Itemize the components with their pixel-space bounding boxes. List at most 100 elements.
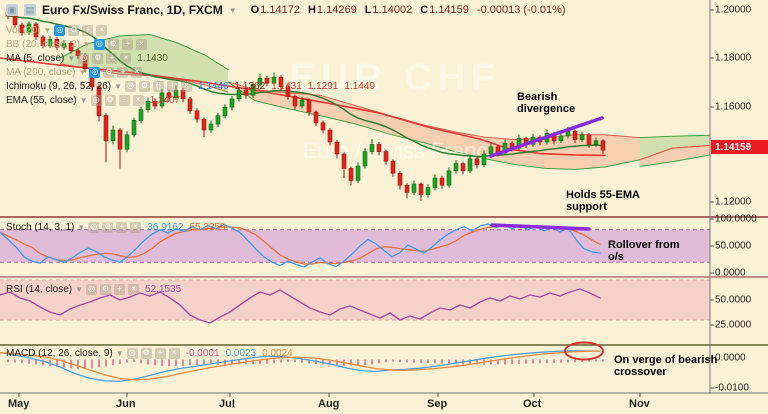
candle-body [439,177,445,186]
eye-icon[interactable]: ◎ [54,24,66,36]
indicator-bb-label[interactable]: BB (20, close, 2) [6,38,80,50]
gear-icon[interactable]: ⚙ [140,347,152,359]
plus-icon[interactable]: + [154,347,166,359]
eye-icon[interactable]: ◎ [93,38,105,50]
indicator-macd-label[interactable]: MACD (12, 26, close, 9) [6,347,113,359]
gear-icon[interactable]: ⚙ [138,80,150,92]
plus-icon[interactable]: + [118,94,130,106]
indicator-ichimoku-value: 1.1362 [234,80,266,92]
candle-body [194,110,200,120]
ma200-line [0,57,606,157]
eye-icon[interactable]: ◎ [88,221,100,233]
chevron-down-icon[interactable]: ▼ [43,25,52,35]
indicator-vol-label[interactable]: Vol (20) [6,24,41,36]
trendline-bearish-divergence[interactable] [489,116,604,158]
chevron-down-icon[interactable]: ▼ [79,95,88,105]
candle-body [481,153,487,166]
plus-icon[interactable]: + [114,283,126,295]
indicator-ma-label[interactable]: MA (200, close) [6,66,76,78]
indicator-ma-label[interactable]: MA (5, close) [6,52,65,64]
chevron-down-icon[interactable]: ▼ [115,348,124,358]
ellipse-macd-crossover[interactable] [564,341,604,361]
stoch-band [0,229,710,263]
chevron-down-icon[interactable]: ▼ [75,284,84,294]
snapshot-icon[interactable]: ▣ [6,4,18,16]
gear-icon[interactable]: ⚙ [100,283,112,295]
eye-icon[interactable]: ◎ [86,283,98,295]
ichimoku-cloud-red-future-top-border [639,144,711,161]
indicator-ma-row: MA (200, close) ▼ ◎ ⚙ + × [6,66,143,78]
plus-icon[interactable]: + [166,80,178,92]
compare-icon[interactable]: ▤ [24,4,36,16]
plus-icon[interactable]: + [116,221,128,233]
indicator-stoch-value: 55.3359 [189,221,226,233]
eye-icon[interactable]: ◎ [124,80,136,92]
eye-icon[interactable]: ◎ [90,94,102,106]
candle-body [208,123,214,131]
indicator-rsi-row: RSI (14, close) ▼ ◎ ⚙ + × 52.1535 [6,283,181,295]
close-icon[interactable]: × [132,94,144,106]
indicator-ichimoku-row: Ichimoku (9, 26, 52, 26) ▼ ◎ ⚙{} + × 1.1446 1.1… [6,80,375,92]
close-icon[interactable]: × [135,38,147,50]
gear-icon[interactable]: ⚙ [103,66,115,78]
indicator-ema-label[interactable]: EMA (55, close) [6,94,77,106]
plus-icon[interactable]: + [106,52,118,64]
indicator-ichimoku-label[interactable]: Ichimoku (9, 26, 52, 26) [6,80,112,92]
close-icon[interactable]: × [120,52,132,64]
symbol-header: ▣ ▤ Euro Fx/Swiss Franc, 1D, FXCM ▼ O1.1… [6,3,566,17]
candle-body [82,55,88,70]
braces-icon[interactable]: {} [152,80,164,92]
indicator-ichimoku-value: 1.1449 [344,80,375,92]
indicator-stoch-label[interactable]: Stoch (14, 3, 1) [6,221,75,233]
indicator-rsi-value: 52.1535 [145,283,182,295]
candle-body [278,76,284,88]
candle-body [488,146,494,155]
chevron-down-icon[interactable]: ▼ [114,81,122,91]
ichimoku-cloud-red-future [640,145,710,167]
eye-icon[interactable]: ◎ [126,347,138,359]
candle-body [453,163,459,172]
gear-icon[interactable]: ⚙ [104,94,116,106]
close-icon[interactable]: × [130,221,142,233]
plus-icon[interactable]: + [117,66,129,78]
chevron-down-icon[interactable]: ▼ [78,67,87,77]
close-icon[interactable]: × [180,80,192,92]
ichimoku-cloud-green-top-border [59,33,229,71]
ichimoku-cloud-green-future-top-border [639,134,711,139]
candle-body [292,96,298,107]
candle-body [222,106,228,116]
eye-icon[interactable]: ◎ [89,66,101,78]
gear-icon[interactable]: ⚙ [107,38,119,50]
gear-icon[interactable]: ⚙ [68,24,80,36]
close-icon[interactable]: × [96,24,108,36]
candle-body [124,134,130,150]
close-icon[interactable]: × [168,347,180,359]
candle-body [299,99,305,107]
chevron-down-icon[interactable]: ▼ [228,5,237,15]
chevron-down-icon[interactable]: ▼ [82,39,91,49]
candle-body [432,177,438,188]
plus-icon[interactable]: + [82,24,94,36]
chevron-down-icon[interactable]: ▼ [77,222,86,232]
indicator-rsi-label[interactable]: RSI (14, close) [6,283,73,295]
gear-icon[interactable]: ⚙ [102,221,114,233]
symbol-title[interactable]: Euro Fx/Swiss Franc, 1D, FXCM [42,3,223,17]
trendline-stoch-rollover[interactable] [490,223,591,231]
candle-body [327,129,333,143]
ichimoku-cloud-red-bottom-border [227,81,641,170]
gear-icon[interactable]: ⚙ [92,52,104,64]
candle-body [131,120,137,136]
candle-body [187,98,193,112]
close-icon[interactable]: × [131,66,143,78]
chevron-down-icon[interactable]: ▼ [67,53,76,63]
eye-icon[interactable]: ◎ [78,52,90,64]
high-label: H [307,4,316,16]
candle-body [376,144,382,152]
low-label: L [364,4,372,16]
indicator-vol-row: Vol (20) ▼ ◎ ⚙ + × [6,24,108,36]
candle-body [593,140,599,145]
plus-icon[interactable]: + [121,38,133,50]
candle-body [26,23,32,34]
close-icon[interactable]: × [128,283,140,295]
